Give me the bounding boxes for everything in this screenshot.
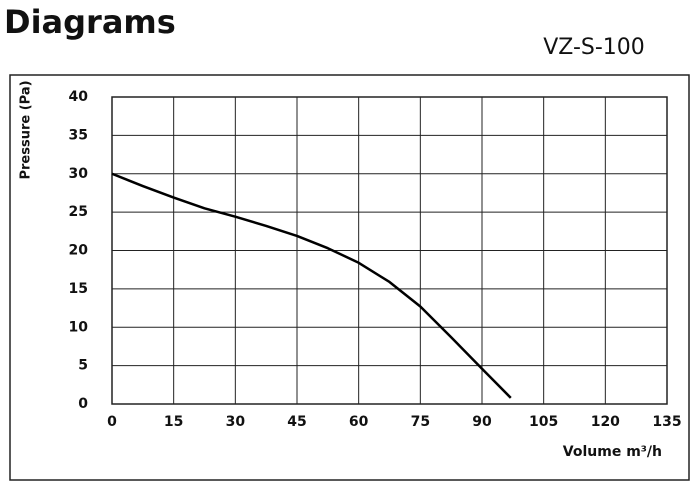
chart-title: VZ-S-100 xyxy=(543,35,645,60)
y-tick-label: 10 xyxy=(69,319,89,335)
y-tick-label: 35 xyxy=(69,127,88,143)
y-tick-label: 0 xyxy=(78,396,88,412)
x-axis-label: Volume m³/h xyxy=(563,444,662,460)
x-tick-label: 120 xyxy=(591,414,620,430)
y-tick-label: 25 xyxy=(69,204,88,220)
y-tick-label: 40 xyxy=(69,89,89,105)
x-tick-label: 30 xyxy=(226,414,246,430)
curve xyxy=(111,172,512,399)
x-tick-label: 45 xyxy=(287,414,306,430)
y-tick-label: 30 xyxy=(69,166,89,182)
x-tick-label: 90 xyxy=(472,414,492,430)
plot-border xyxy=(111,96,668,405)
x-tick-label: 75 xyxy=(411,414,430,430)
y-tick-label: 5 xyxy=(78,358,88,374)
y-tick-label: 15 xyxy=(69,281,88,297)
x-tick-label: 60 xyxy=(349,414,369,430)
x-tick-label: 135 xyxy=(652,414,681,430)
y-axis-label: Pressure (Pa) xyxy=(19,80,34,179)
y-tick-label: 20 xyxy=(69,243,89,259)
frame xyxy=(9,74,690,481)
x-tick-label: 15 xyxy=(164,414,183,430)
page-title: Diagrams xyxy=(4,3,176,41)
x-tick-label: 0 xyxy=(107,414,117,430)
x-tick-label: 105 xyxy=(529,414,558,430)
